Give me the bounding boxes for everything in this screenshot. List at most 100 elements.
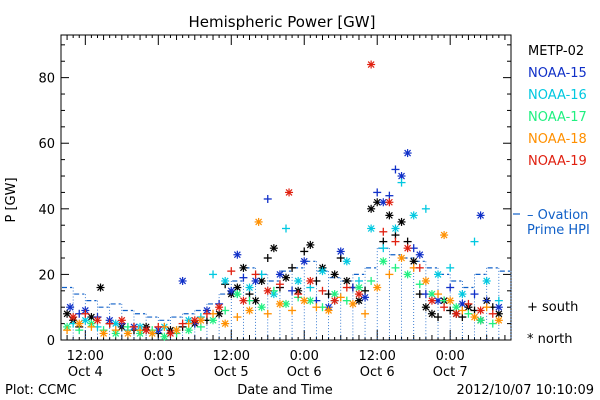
south-point (464, 299, 473, 308)
north-point (391, 224, 400, 233)
north-point (367, 224, 376, 233)
north-point (254, 217, 263, 226)
north-point (494, 316, 503, 325)
north-point (66, 303, 75, 312)
south-point (318, 286, 327, 295)
south-point (373, 188, 382, 197)
north-point (354, 290, 363, 299)
north-point (397, 172, 406, 181)
north-point (336, 247, 345, 256)
south-point (81, 309, 90, 318)
chart-title: Hemispheric Power [GW] (189, 13, 376, 31)
y-tick-label: 60 (38, 137, 55, 152)
y-axis: 0 20 40 60 80 (38, 44, 511, 349)
north-point (397, 217, 406, 226)
legend: METP-02 NOAA-15 NOAA-16 NOAA-17 NOAA-18 NOAA-… (513, 44, 590, 347)
north-point (385, 211, 394, 220)
south-point (482, 303, 491, 312)
north-point (227, 286, 236, 295)
north-point (148, 329, 157, 338)
north-point (294, 276, 303, 285)
south-point (470, 290, 479, 299)
south-point (361, 309, 370, 318)
south-point (111, 326, 120, 335)
legend-south: + south (527, 300, 578, 315)
north-point (93, 316, 102, 325)
south-point (263, 309, 272, 318)
south-point (178, 319, 187, 328)
south-point (434, 290, 443, 299)
north-point (300, 257, 309, 266)
north-point (285, 188, 294, 197)
timestamp: 2012/10/07 10:10:09 (457, 383, 594, 398)
south-point (342, 296, 351, 305)
south-point (488, 319, 497, 328)
south-point (342, 283, 351, 292)
plot-frame (60, 34, 512, 341)
south-point (87, 322, 96, 331)
legend-north: * north (527, 332, 573, 347)
north-point (446, 296, 455, 305)
north-point (75, 319, 84, 328)
north-point (427, 296, 436, 305)
north-point (160, 332, 169, 341)
north-point (190, 316, 199, 325)
x-axis-label: Date and Time (237, 383, 333, 398)
legend-ovation: Prime HPI (527, 223, 590, 238)
series-noaa-15 (66, 149, 503, 338)
south-point (233, 313, 242, 322)
south-point (446, 283, 455, 292)
north-point (269, 244, 278, 253)
north-point (348, 299, 357, 308)
north-point (221, 319, 230, 328)
north-point (403, 270, 412, 279)
south-point (415, 263, 424, 272)
x-tick-time: 0:00 (436, 349, 465, 364)
south-point (282, 224, 290, 233)
legend-entry: NOAA-16 (528, 88, 587, 103)
south-point (263, 254, 272, 263)
north-point (245, 283, 254, 292)
y-tick-label: 20 (38, 268, 55, 283)
north-point (373, 283, 382, 292)
north-point (415, 250, 424, 259)
south-point (129, 322, 138, 331)
north-point (470, 313, 479, 322)
north-point (458, 290, 467, 299)
y-tick-label: 80 (38, 72, 55, 87)
north-point (221, 276, 230, 285)
north-point (306, 240, 315, 249)
north-point (96, 283, 105, 292)
north-point (385, 198, 394, 207)
north-point (421, 303, 430, 312)
north-point (123, 329, 132, 338)
south-point (494, 296, 503, 305)
north-point (178, 276, 187, 285)
north-point (81, 316, 90, 325)
north-point (324, 306, 333, 315)
north-point (306, 276, 315, 285)
x-tick-date: Oct 6 (360, 365, 395, 380)
north-point (300, 296, 309, 305)
north-point (215, 303, 224, 312)
north-point (117, 316, 126, 325)
north-point (166, 329, 175, 338)
north-point (403, 149, 412, 158)
south-point (288, 263, 297, 272)
south-point (294, 290, 303, 299)
plot-credit: Plot: CCMC (5, 383, 76, 398)
north-point (367, 60, 376, 69)
north-point (318, 267, 327, 276)
north-point (245, 306, 254, 315)
south-point (385, 270, 394, 279)
north-point (427, 309, 436, 318)
north-point (409, 211, 418, 220)
south-point (367, 276, 376, 285)
x-tick-date: Oct 5 (141, 365, 176, 380)
south-point (379, 244, 388, 253)
y-axis-label: P [GW] (4, 177, 19, 222)
south-point (288, 286, 297, 295)
x-tick-date: Oct 7 (433, 365, 468, 380)
x-tick-date: Oct 6 (287, 365, 322, 380)
